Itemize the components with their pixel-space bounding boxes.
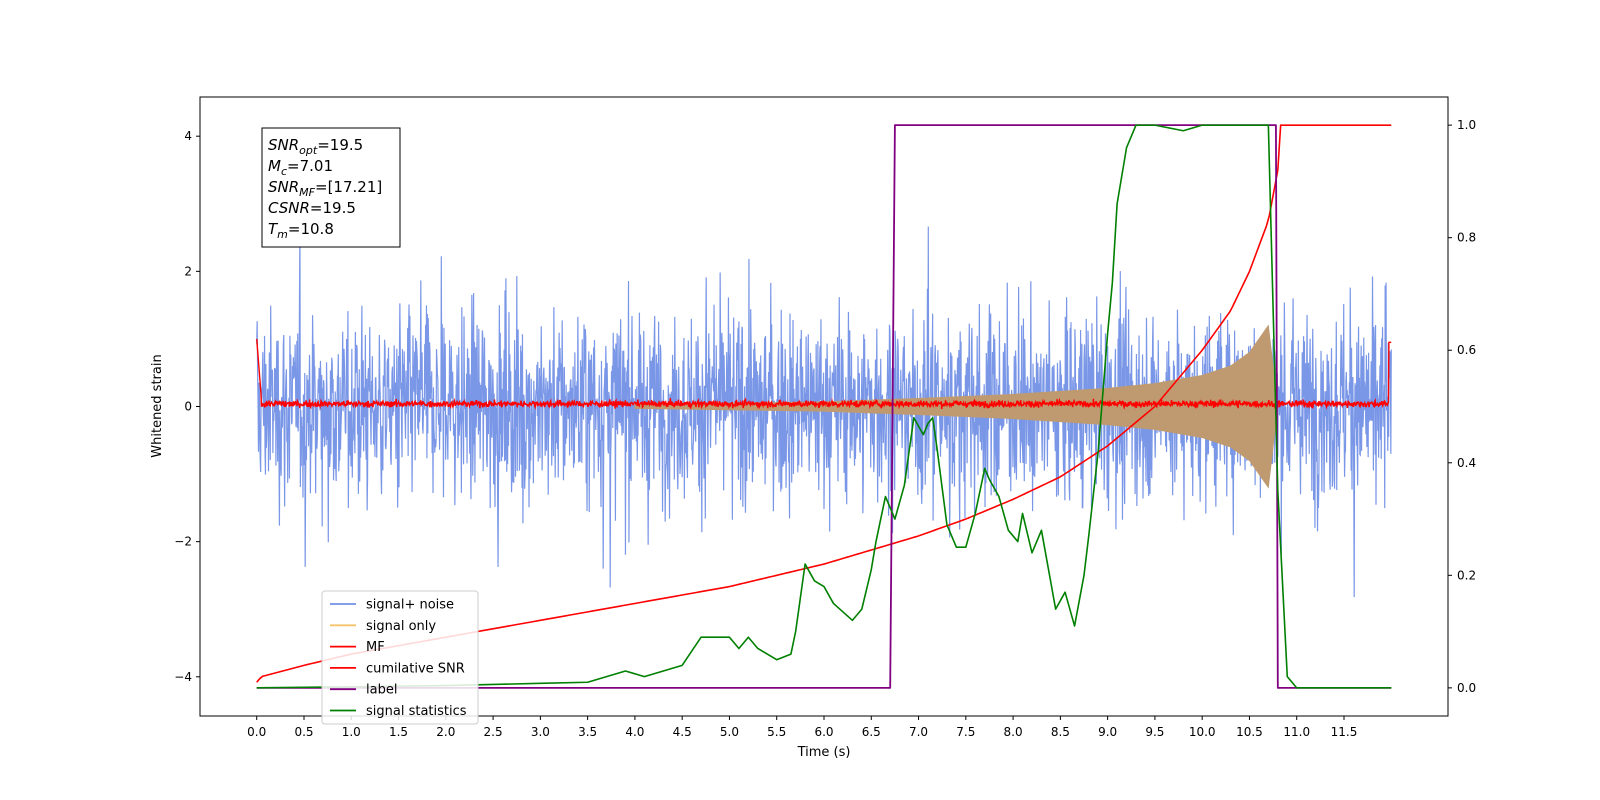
x-tick-label: 8.0 (1004, 725, 1023, 739)
annotation-line: SNRMF=[17.21] (268, 178, 382, 199)
x-tick-label: 6.5 (862, 725, 881, 739)
x-tick-label: 5.5 (767, 725, 786, 739)
x-tick-label: 11.5 (1331, 725, 1358, 739)
x-axis-label: Time (s) (797, 745, 851, 760)
x-tick-label: 7.0 (909, 725, 928, 739)
y-left-tick-label: 4 (184, 129, 192, 143)
legend-entry-label: label (366, 683, 397, 698)
annotation-box: SNRopt=19.5Mc=7.01SNRMF=[17.21]CSNR=19.5… (261, 127, 401, 248)
x-tick-label: 4.5 (673, 725, 692, 739)
x-tick-label: 10.5 (1236, 725, 1263, 739)
annotation-line: CSNR=19.5 (268, 199, 356, 217)
y-left-tick-label: −4 (174, 670, 192, 684)
series-signal-only (634, 324, 1279, 489)
x-tick-label: 1.5 (389, 725, 408, 739)
x-tick-label: 5.0 (720, 725, 739, 739)
x-tick-label: 10.0 (1189, 725, 1216, 739)
x-tick-label: 9.0 (1098, 725, 1117, 739)
y-axis-left-label: Whitened strain (150, 354, 165, 457)
y-axis-left-ticks: −4 −2 0 2 4 (174, 129, 200, 684)
x-tick-label: 2.0 (436, 725, 455, 739)
annotation-line: Mc=7.01 (268, 157, 333, 178)
x-tick-label: 11.0 (1283, 725, 1310, 739)
x-tick-label: 0.5 (294, 725, 313, 739)
series-signal-statistics (256, 124, 1392, 689)
x-tick-label: 9.5 (1145, 725, 1164, 739)
annotation-line: SNRopt=19.5 (268, 136, 363, 157)
x-tick-label: 2.5 (484, 725, 503, 739)
y-right-tick-label: 0.8 (1457, 231, 1476, 245)
y-right-tick-label: 0.6 (1457, 343, 1476, 357)
y-right-tick-label: 0.2 (1457, 568, 1476, 582)
series-mf (256, 338, 1392, 410)
legend-frame (321, 590, 479, 725)
x-tick-label: 7.5 (956, 725, 975, 739)
y-right-tick-label: 0.4 (1457, 456, 1476, 470)
x-tick-label: 3.5 (578, 725, 597, 739)
x-tick-label: 4.0 (625, 725, 644, 739)
x-tick-label: 1.0 (342, 725, 361, 739)
x-tick-label: 3.0 (531, 725, 550, 739)
x-tick-label: 6.0 (814, 725, 833, 739)
legend-entry-label: signal only (366, 619, 436, 634)
y-left-tick-label: −2 (174, 535, 192, 549)
legend-entry-label: signal statistics (366, 704, 467, 719)
y-right-tick-label: 0.0 (1457, 681, 1476, 695)
legend-entry-label: MF (366, 640, 385, 655)
x-tick-label: 0.0 (247, 725, 266, 739)
x-axis-ticks: 0.0 0.5 1.0 1.5 2.0 2.5 3.0 3.5 4.0 4.5 5.0 5.5 6.0 6… (247, 716, 1357, 739)
y-right-tick-label: 1.0 (1457, 118, 1476, 132)
annotation-frame (261, 127, 401, 248)
x-tick-label: 8.5 (1051, 725, 1070, 739)
legend: signal+ noise signal only MF cumilative SNR… (321, 590, 479, 725)
annotation-line: Tm=10.8 (268, 220, 334, 241)
legend-entry-label: cumilative SNR (366, 661, 465, 676)
y-left-tick-label: 2 (184, 264, 192, 278)
y-left-tick-label: 0 (184, 400, 192, 414)
y-axis-right-ticks: 0.0 0.2 0.4 0.6 0.8 1.0 (1448, 118, 1476, 695)
legend-entry-label: signal+ noise (366, 598, 454, 613)
